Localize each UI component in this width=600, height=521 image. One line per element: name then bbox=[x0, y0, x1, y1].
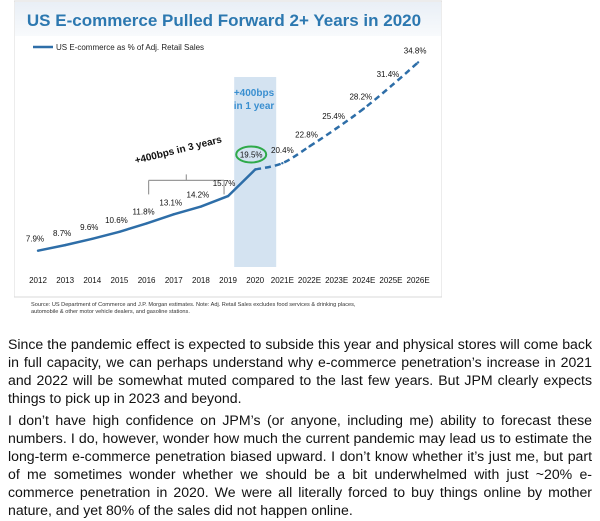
data-point-2014 bbox=[91, 237, 94, 240]
bracket-3-years bbox=[148, 174, 225, 195]
paragraph-1: Since the pandemic effect is expected to… bbox=[8, 336, 592, 406]
data-point-2021E bbox=[281, 162, 284, 165]
x-tick-2012: 2012 bbox=[29, 276, 47, 285]
data-point-2019 bbox=[226, 194, 230, 198]
x-tick-2013: 2013 bbox=[56, 276, 74, 285]
value-label-2017: 13.1% bbox=[159, 198, 182, 207]
data-point-2015 bbox=[118, 230, 121, 233]
x-tick-2019: 2019 bbox=[219, 276, 237, 285]
legend-label: US E-commerce as % of Adj. Retail Sales bbox=[56, 43, 204, 52]
data-point-2016 bbox=[145, 222, 148, 225]
annotation-in-1-year: in 1 year bbox=[234, 101, 275, 112]
x-tick-2014: 2014 bbox=[83, 276, 101, 285]
value-label-2015: 10.6% bbox=[105, 216, 128, 225]
x-tick-2026E: 2026E bbox=[407, 276, 430, 285]
data-point-2013 bbox=[63, 243, 67, 247]
data-point-2012 bbox=[36, 249, 40, 252]
chart-figure: US E-commerce Pulled Forward 2+ Years in… bbox=[14, 0, 442, 330]
data-point-2017 bbox=[172, 213, 175, 216]
data-point-2022E bbox=[308, 145, 311, 148]
x-tick-2015: 2015 bbox=[111, 276, 129, 285]
value-label-2024E: 28.2% bbox=[349, 93, 372, 102]
data-point-2024E bbox=[362, 107, 365, 110]
title-band bbox=[15, 2, 441, 36]
annotation-400bps: +400bps bbox=[234, 88, 275, 99]
data-point-2025E bbox=[389, 85, 393, 88]
chart-title: US E-commerce Pulled Forward 2+ Years in… bbox=[27, 11, 421, 30]
data-point-2026E bbox=[416, 61, 420, 64]
value-label-2022E: 22.8% bbox=[295, 130, 318, 139]
source-note-continued: automobile & other motor vehicle dealers… bbox=[31, 309, 190, 315]
paragraph-2: I don’t have high confidence on JPM’s (o… bbox=[8, 412, 592, 518]
x-tick-2022E: 2022E bbox=[298, 276, 321, 285]
source-note: Source: US Department of Commerce and J.… bbox=[31, 302, 356, 308]
value-label-2021E: 20.4% bbox=[271, 146, 294, 155]
x-tick-2020: 2020 bbox=[246, 276, 264, 285]
x-tick-2021E: 2021E bbox=[271, 276, 294, 285]
data-point-2023E bbox=[335, 127, 338, 130]
value-label-2019: 15.7% bbox=[213, 179, 236, 188]
value-label-2026E: 34.8% bbox=[404, 46, 427, 55]
value-label-2016: 11.8% bbox=[133, 207, 155, 216]
chart-frame bbox=[14, 0, 442, 298]
x-tick-2025E: 2025E bbox=[379, 276, 402, 285]
data-point-2020 bbox=[254, 168, 257, 171]
value-label-2012: 7.9% bbox=[26, 235, 44, 244]
value-label-2023E: 25.4% bbox=[322, 112, 345, 121]
value-label-2025E: 31.4% bbox=[377, 70, 400, 79]
value-label-2013: 8.7% bbox=[53, 229, 71, 238]
value-label-2020: 19.5% bbox=[240, 151, 263, 160]
highlight-circle-2020 bbox=[235, 145, 268, 164]
value-label-2018: 14.2% bbox=[187, 191, 210, 200]
x-tick-2018: 2018 bbox=[192, 276, 210, 285]
value-label-2014: 9.6% bbox=[80, 223, 98, 232]
x-tick-2016: 2016 bbox=[138, 276, 156, 285]
data-point-2018 bbox=[199, 205, 203, 208]
line-chart: US E-commerce Pulled Forward 2+ Years in… bbox=[14, 0, 442, 315]
highlight-band-2020 bbox=[234, 77, 277, 267]
x-tick-2023E: 2023E bbox=[325, 276, 348, 285]
x-tick-2017: 2017 bbox=[165, 276, 183, 285]
x-tick-2024E: 2024E bbox=[352, 276, 375, 285]
